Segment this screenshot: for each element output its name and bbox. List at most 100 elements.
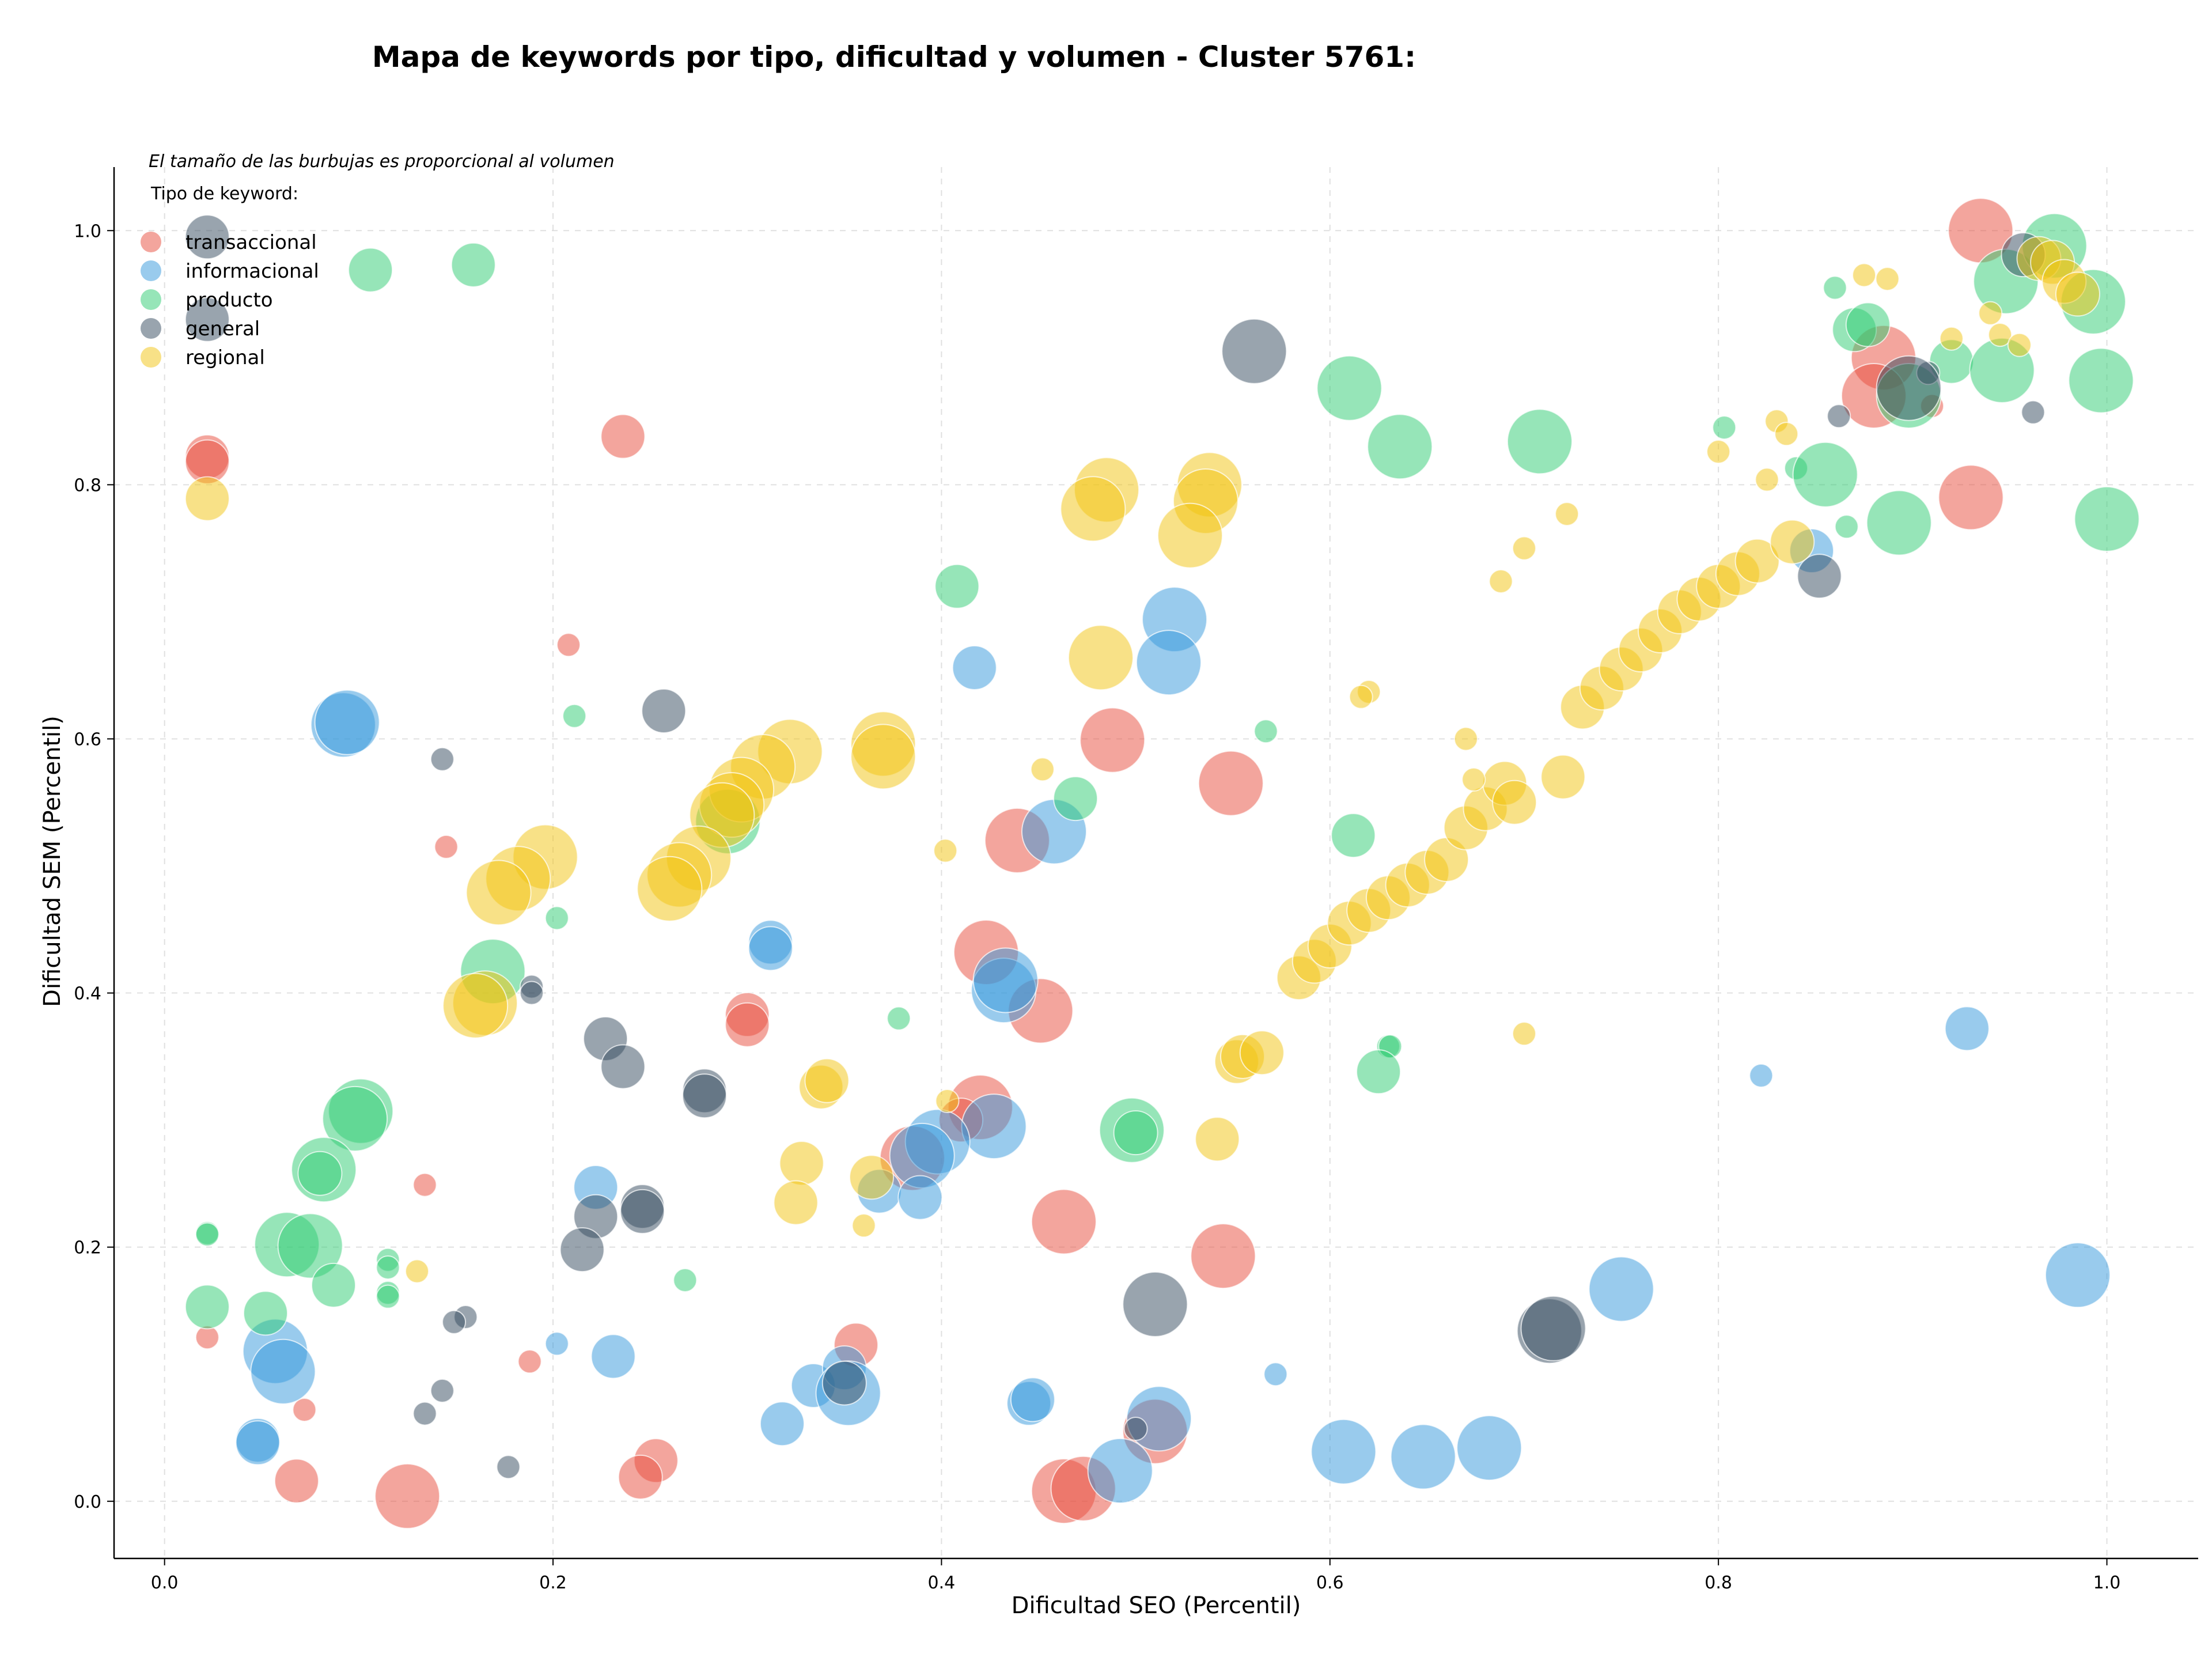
bubble-producto bbox=[2074, 486, 2140, 552]
bubble-producto bbox=[450, 242, 496, 287]
legend-label-transaccional: transaccional bbox=[185, 231, 317, 254]
bubble-informacional bbox=[897, 1175, 943, 1220]
bubble-producto bbox=[1053, 776, 1099, 822]
bubble-transaccional bbox=[412, 1172, 437, 1197]
bubble-regional bbox=[1453, 727, 1478, 751]
bubble-regional bbox=[2007, 332, 2032, 357]
y-tick-label: 0.6 bbox=[74, 729, 101, 750]
bubble-transaccional bbox=[274, 1458, 319, 1504]
bubble-regional bbox=[1755, 467, 1779, 492]
x-tick-label: 0.6 bbox=[1316, 1573, 1344, 1593]
bubble-layer bbox=[184, 198, 2140, 1529]
bubble-transaccional bbox=[725, 1002, 770, 1047]
bubble-regional bbox=[465, 860, 532, 926]
x-tick-label: 0.4 bbox=[928, 1573, 956, 1593]
bubble-regional bbox=[1030, 757, 1055, 782]
bubble-regional bbox=[184, 476, 230, 521]
bubble-producto bbox=[322, 1085, 388, 1152]
bubble-informacional bbox=[314, 689, 380, 755]
bubble-general bbox=[682, 1073, 728, 1119]
bubble-informacional bbox=[1749, 1063, 1774, 1088]
y-tick-label: 1.0 bbox=[74, 221, 101, 241]
bubble-general bbox=[519, 981, 544, 1005]
bubble-informacional bbox=[1087, 1437, 1153, 1504]
legend-marker-general bbox=[141, 318, 161, 339]
bubble-producto bbox=[2068, 347, 2134, 414]
y-axis-label: Dificultad SEM (Percentil) bbox=[39, 716, 66, 1007]
bubble-transaccional bbox=[600, 414, 646, 459]
bubble-regional bbox=[1540, 754, 1586, 800]
bubble-regional bbox=[1988, 323, 2013, 347]
bubble-general bbox=[496, 1455, 521, 1480]
bubble-regional bbox=[935, 1089, 960, 1114]
bubble-informacional bbox=[1263, 1362, 1288, 1387]
bubble-regional bbox=[1239, 1030, 1285, 1076]
bubble-producto bbox=[1834, 514, 1859, 539]
bubble-regional bbox=[1461, 767, 1486, 792]
bubble-informacional bbox=[961, 1094, 1027, 1160]
bubble-transaccional bbox=[517, 1349, 542, 1374]
bubble-general bbox=[1797, 554, 1842, 599]
x-axis-label: Dificultad SEO (Percentil) bbox=[1012, 1592, 1301, 1619]
bubble-general bbox=[1827, 404, 1851, 429]
bubble-producto bbox=[277, 1213, 343, 1279]
bubble-general bbox=[620, 1189, 665, 1234]
bubble-regional bbox=[851, 1213, 876, 1238]
bubble-regional bbox=[1195, 1117, 1240, 1162]
bubble-informacional bbox=[748, 926, 793, 971]
bubble-general bbox=[412, 1401, 437, 1426]
bubble-transaccional bbox=[618, 1454, 663, 1500]
legend-marker-producto bbox=[141, 289, 161, 310]
x-tick-label: 0.2 bbox=[539, 1573, 567, 1593]
series-regional bbox=[184, 236, 2100, 1284]
bubble-informacional bbox=[1135, 630, 1202, 696]
bubble-producto bbox=[243, 1291, 289, 1336]
bubble-producto bbox=[673, 1268, 698, 1292]
bubble-regional bbox=[1492, 780, 1537, 825]
bubble-regional bbox=[1555, 502, 1580, 527]
legend-marker-informacional bbox=[141, 260, 161, 281]
bubble-informacional bbox=[1588, 1256, 1654, 1322]
x-tick-label: 1.0 bbox=[2093, 1573, 2121, 1593]
bubble-regional bbox=[1512, 1021, 1536, 1046]
bubble-general bbox=[184, 297, 230, 342]
bubble-producto bbox=[1866, 490, 1932, 556]
bubble-producto bbox=[376, 1255, 400, 1280]
bubble-informacional bbox=[1390, 1424, 1456, 1490]
bubble-regional bbox=[1978, 301, 2003, 326]
bubble-regional bbox=[1875, 267, 1900, 292]
bubble-informacional bbox=[952, 645, 997, 690]
bubble-general bbox=[1122, 1271, 1188, 1337]
bubble-informacional bbox=[544, 1331, 569, 1356]
bubble-producto bbox=[1331, 813, 1376, 858]
bubble-producto bbox=[376, 1284, 400, 1309]
bubble-regional bbox=[1349, 684, 1373, 709]
bubble-producto bbox=[887, 1006, 911, 1031]
bubble-producto bbox=[1316, 355, 1382, 421]
bubble-general bbox=[442, 1310, 467, 1334]
bubble-producto bbox=[311, 1262, 357, 1308]
bubble-producto bbox=[1113, 1110, 1158, 1156]
bubble-producto bbox=[195, 1222, 219, 1247]
bubble-regional bbox=[1488, 569, 1513, 593]
x-tick-label: 0.8 bbox=[1705, 1573, 1732, 1593]
bubble-general bbox=[1876, 355, 1942, 421]
bubble-size-note: El tamaño de las burbujas es proporciona… bbox=[149, 152, 615, 172]
bubble-producto bbox=[1253, 719, 1278, 744]
bubble-regional bbox=[933, 838, 958, 863]
legend-marker-transaccional bbox=[141, 232, 161, 252]
bubble-regional bbox=[1706, 440, 1731, 464]
bubble-regional bbox=[1774, 422, 1799, 447]
bubble-general bbox=[1221, 318, 1287, 384]
bubble-regional bbox=[1770, 519, 1815, 565]
bubble-regional bbox=[2055, 271, 2100, 317]
bubble-regional bbox=[779, 1141, 824, 1186]
bubble-producto bbox=[1367, 414, 1433, 480]
bubble-general bbox=[1520, 1295, 1586, 1361]
bubble-regional bbox=[1512, 536, 1536, 561]
bubble-regional bbox=[442, 973, 509, 1039]
legend-label-informacional: informacional bbox=[185, 260, 319, 283]
bubble-regional bbox=[773, 1180, 819, 1225]
